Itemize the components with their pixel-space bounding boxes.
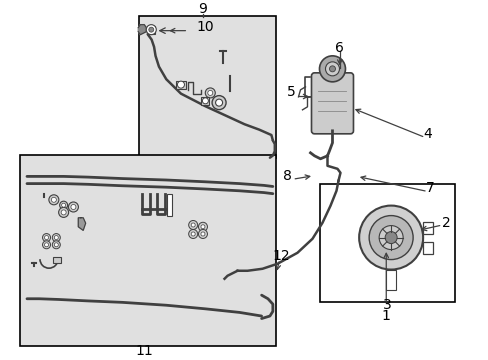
Circle shape [385,231,396,244]
Circle shape [42,234,50,242]
Circle shape [215,99,222,106]
Polygon shape [138,25,146,35]
Circle shape [42,241,50,249]
Bar [20,155,276,346]
Circle shape [68,202,78,212]
Circle shape [44,235,48,239]
Circle shape [201,225,204,229]
Circle shape [191,223,195,227]
Circle shape [191,232,195,236]
Bar [422,222,432,234]
Circle shape [177,81,184,88]
Text: 11: 11 [135,344,153,358]
Text: 9: 9 [198,2,207,16]
Circle shape [54,243,58,247]
Text: 6: 6 [335,41,344,55]
Text: 2: 2 [441,216,449,230]
Circle shape [71,204,76,210]
Circle shape [207,90,212,95]
Bar [139,16,276,158]
Text: 3: 3 [383,298,391,312]
Circle shape [44,243,48,247]
Circle shape [188,220,197,229]
Text: 10: 10 [196,20,214,34]
Circle shape [61,203,65,207]
Circle shape [61,210,66,215]
Text: 8: 8 [282,170,291,183]
Circle shape [188,229,197,238]
Text: 5: 5 [286,85,295,99]
Bar [147,26,155,33]
Circle shape [212,96,225,110]
Text: 12: 12 [272,249,289,263]
Bar [176,81,185,89]
Circle shape [201,232,204,236]
Circle shape [325,62,339,76]
Text: 7: 7 [425,181,434,195]
Bar [53,257,61,263]
Circle shape [205,88,215,98]
Polygon shape [78,218,85,230]
Circle shape [52,241,60,249]
Bar [320,184,454,302]
FancyBboxPatch shape [311,73,353,134]
Circle shape [49,195,59,205]
Circle shape [148,27,153,32]
Circle shape [329,66,335,72]
Text: 1: 1 [381,309,390,323]
Circle shape [202,98,208,104]
Circle shape [59,207,68,217]
Circle shape [54,235,58,239]
Circle shape [52,234,60,242]
Circle shape [198,222,207,231]
Text: 4: 4 [423,127,431,141]
Circle shape [319,56,345,82]
Bar [201,97,209,105]
Bar [422,242,432,253]
Circle shape [198,229,207,238]
Circle shape [51,197,56,202]
Circle shape [60,201,67,209]
Bar [166,194,171,216]
Circle shape [378,226,402,249]
Circle shape [146,25,156,35]
Circle shape [368,216,412,260]
Bar [386,270,395,289]
Circle shape [358,206,422,270]
